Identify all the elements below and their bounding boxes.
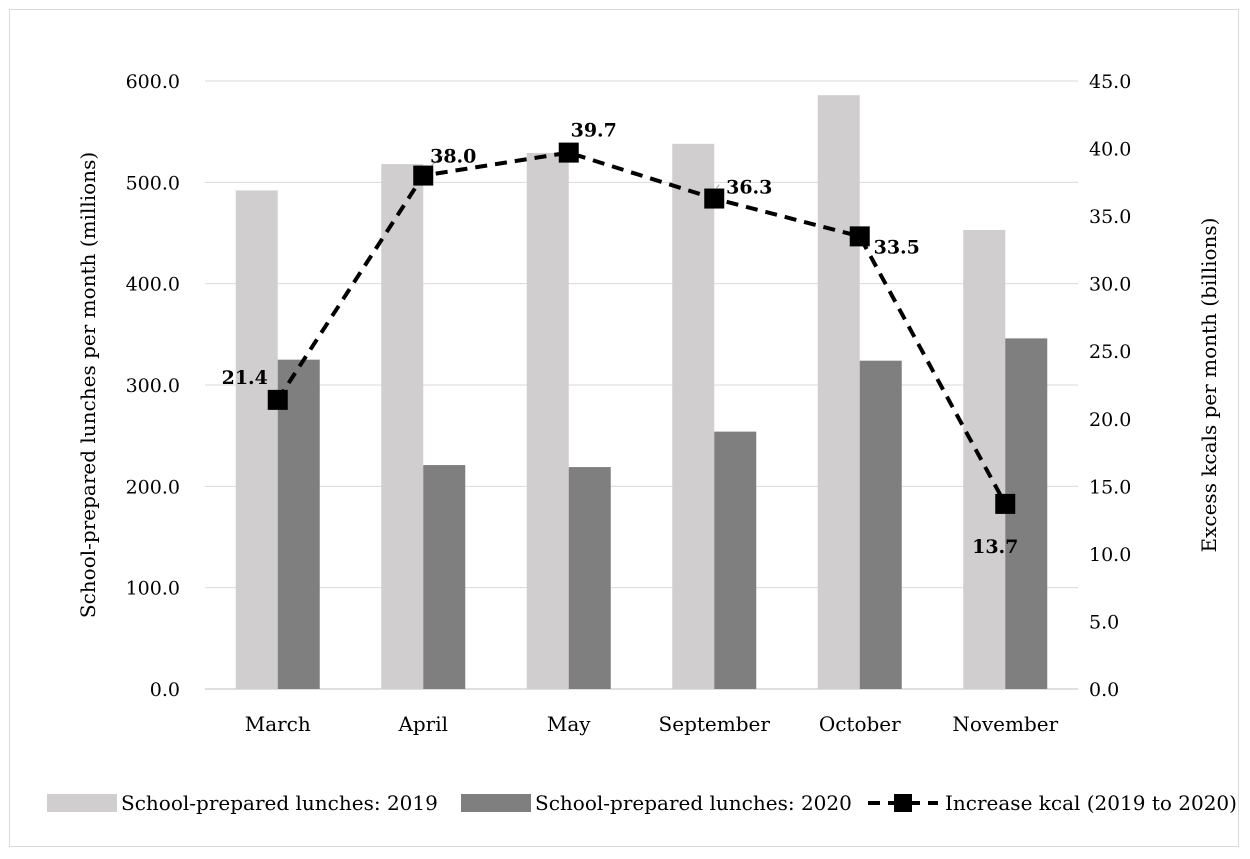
left-axis-ticks: 0.0 100.0 200.0 300.0 400.0 500.0 600.0 [126,71,180,701]
x-category-label: May [547,712,591,736]
y-tick-label: 0.0 [150,679,180,701]
y-tick-label: 400.0 [126,274,180,296]
y2-tick-label: 0.0 [1089,679,1119,701]
y2-tick-label: 30.0 [1089,274,1131,296]
bar-2020 [859,360,902,689]
bar-2020 [568,467,611,689]
y2-tick-label: 15.0 [1089,476,1131,498]
legend-marker-kcal [894,794,912,812]
left-axis-title: School-prepared lunches per month (milli… [76,152,100,618]
bar-2019 [672,143,715,689]
x-category-label: April [397,712,448,736]
x-category-label: March [245,712,311,736]
data-label-leader [430,155,444,166]
y-tick-label: 600.0 [126,71,180,93]
x-category-label: November [952,712,1058,736]
y2-tick-label: 25.0 [1089,341,1131,363]
legend-swatch-2020 [461,794,531,812]
kcal-marker [267,389,288,410]
legend-label-2020: School-prepared lunches: 2020 [535,791,852,815]
legend: School-prepared lunches: 2019 School-prep… [47,791,1237,815]
bar-2019 [817,95,860,690]
legend-swatch-2019 [47,794,117,812]
kcal-data-label: 21.4 [222,367,268,389]
y2-tick-label: 40.0 [1089,139,1131,161]
bar-2019 [963,229,1006,689]
right-axis-ticks: 0.0 5.0 10.0 15.0 20.0 25.0 30.0 35.0 40.0 45.0 [1089,71,1131,701]
kcal-data-label: 33.5 [874,236,920,258]
y2-tick-label: 20.0 [1089,409,1131,431]
bar-2020 [423,465,466,689]
kcal-marker [558,142,579,163]
y-tick-label: 200.0 [126,476,180,498]
y-tick-label: 300.0 [126,375,180,397]
y2-tick-label: 5.0 [1089,611,1119,633]
y2-tick-label: 45.0 [1089,71,1131,93]
bar-2019 [381,164,424,690]
kcal-marker [704,188,725,209]
y2-tick-label: 10.0 [1089,544,1131,566]
bar-2020 [714,431,757,689]
data-label-leader [715,184,720,189]
kcal-line-path [276,150,1008,505]
kcal-marker [413,165,434,186]
category-labels: March April May September October November [245,712,1059,736]
right-axis-title: Excess kcals per month (billions) [1197,218,1221,553]
kcal-marker [995,493,1016,514]
kcal-data-label: 13.7 [972,536,1018,558]
kcal-data-label: 38.0 [430,146,476,168]
y-tick-label: 100.0 [126,578,180,600]
kcal-marker [849,226,870,247]
bar-2019 [235,190,278,689]
kcal-data-label: 39.7 [571,120,617,142]
x-category-label: September [659,712,771,736]
kcal-data-label: 36.3 [726,177,772,199]
bar-2019 [526,152,569,690]
kcal-line: 21.4 38.0 39.7 36.3 33.5 13.7 [222,120,1019,558]
bars [235,95,1048,690]
legend-label-kcal: Increase kcal (2019 to 2020) [945,791,1237,815]
y-tick-label: 500.0 [126,172,180,194]
legend-label-2019: School-prepared lunches: 2019 [121,791,438,815]
bar-2020 [277,359,320,689]
y2-tick-label: 35.0 [1089,206,1131,228]
x-category-label: October [819,712,901,736]
gridlines [205,80,1078,690]
